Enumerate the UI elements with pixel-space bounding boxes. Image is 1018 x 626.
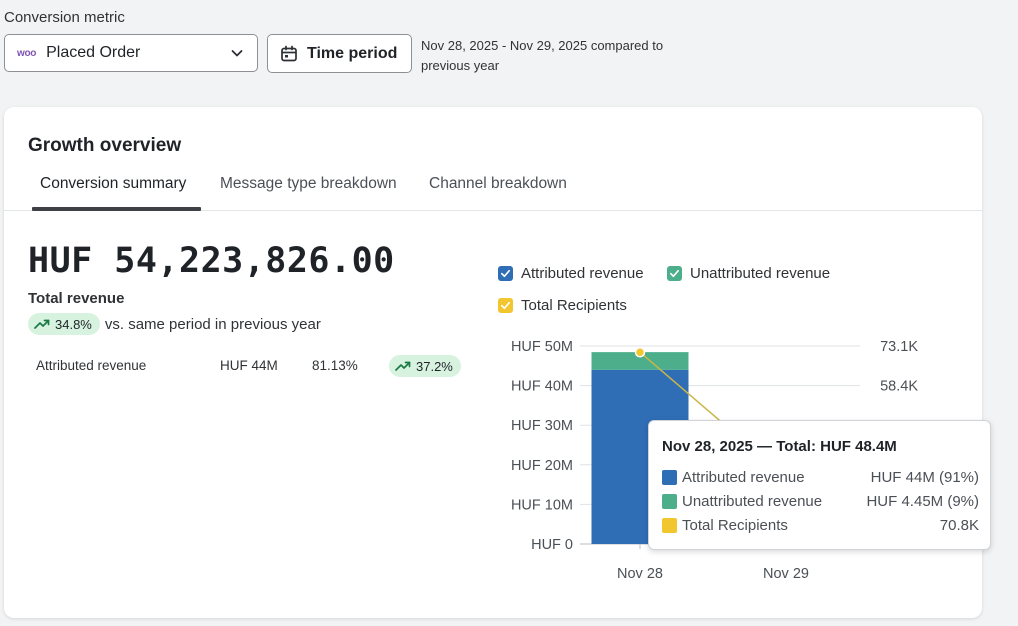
legend-attributed-revenue[interactable]: Attributed revenue	[498, 265, 644, 282]
conversion-metric-label: Conversion metric	[4, 9, 125, 26]
point-total-recipients	[634, 346, 646, 358]
woo-logo: woo	[17, 47, 37, 59]
chart-tooltip: Nov 28, 2025 — Total: HUF 48.4M Attribut…	[648, 420, 991, 550]
check-icon[interactable]	[498, 298, 513, 313]
attributed-revenue-share: 81.13%	[312, 358, 358, 373]
tab-channel-breakdown[interactable]: Channel breakdown	[429, 175, 567, 192]
tab-message-type-breakdown[interactable]: Message type breakdown	[220, 175, 397, 192]
y-tick-label: HUF 50M	[511, 339, 573, 355]
tooltip-row: Total Recipients 70.8K	[662, 517, 979, 534]
attributed-revenue-value: HUF 44M	[220, 358, 278, 373]
tooltip-value: HUF 44M (91%)	[870, 469, 979, 486]
legend-label: Total Recipients	[521, 297, 627, 314]
legend-label: Attributed revenue	[521, 265, 644, 282]
attributed-revenue-label: Attributed revenue	[36, 358, 147, 373]
growth-row: 34.8% vs. same period in previous year	[28, 313, 321, 335]
total-revenue-label: Total revenue	[28, 290, 125, 307]
chevron-down-icon	[231, 50, 243, 57]
tooltip-swatch	[662, 470, 677, 485]
y-tick-label: HUF 10M	[511, 497, 573, 513]
x-tick-label: Nov 29	[763, 566, 809, 582]
tooltip-label: Unattributed revenue	[682, 493, 823, 510]
tab-bar: Conversion summary Message type breakdow…	[4, 169, 982, 211]
time-period-button[interactable]: Time period	[267, 34, 412, 73]
bar-unattributed-revenue	[591, 352, 689, 370]
legend-unattributed-revenue[interactable]: Unattributed revenue	[667, 265, 830, 282]
legend-label: Unattributed revenue	[690, 265, 831, 282]
tooltip-swatch	[662, 494, 677, 509]
conversion-metric-select[interactable]: woo Placed Order	[4, 34, 258, 72]
trending-up-icon	[395, 361, 411, 371]
legend-total-recipients[interactable]: Total Recipients	[498, 297, 627, 314]
tooltip-value: HUF 4.45M (9%)	[866, 493, 979, 510]
tooltip-row: Attributed revenue HUF 44M (91%)	[662, 469, 979, 486]
tooltip-label: Total Recipients	[682, 517, 788, 534]
growth-badge: 34.8%	[28, 313, 100, 335]
growth-comparison-text: vs. same period in previous year	[104, 315, 321, 333]
y-right-tick-label: 58.4K	[880, 379, 918, 395]
y-tick-label: HUF 20M	[511, 458, 573, 474]
period-line-2: previous year	[421, 58, 500, 73]
tooltip-value: 70.8K	[939, 517, 979, 534]
growth-value: 34.8%	[55, 316, 92, 332]
tab-conversion-summary[interactable]: Conversion summary	[40, 175, 187, 192]
y-tick-label: HUF 0	[531, 537, 573, 553]
y-tick-label: HUF 40M	[511, 379, 573, 395]
period-description: Nov 28, 2025 - Nov 29, 2025 compared to …	[421, 36, 721, 76]
attributed-growth-value: 37.2%	[416, 358, 453, 374]
metric-value: Placed Order	[46, 44, 141, 61]
y-tick-label: HUF 30M	[511, 418, 573, 434]
attributed-growth-badge: 37.2%	[389, 355, 461, 377]
x-tick-label: Nov 28	[617, 566, 663, 582]
tooltip-row: Unattributed revenue HUF 4.45M (9%)	[662, 493, 979, 510]
total-revenue-value: HUF 54,223,826.00	[28, 241, 395, 281]
trending-up-icon	[34, 319, 50, 329]
tooltip-swatch	[662, 518, 677, 533]
active-tab-indicator	[32, 207, 201, 211]
tooltip-label: Attributed revenue	[682, 469, 805, 486]
tooltip-title: Nov 28, 2025 — Total: HUF 48.4M	[662, 438, 897, 455]
check-icon[interactable]	[498, 266, 513, 281]
y-right-tick-label: 73.1K	[880, 339, 918, 355]
time-period-label: Time period	[307, 44, 398, 62]
card-title: Growth overview	[28, 135, 182, 156]
check-icon[interactable]	[667, 266, 682, 281]
period-line-1: Nov 28, 2025 - Nov 29, 2025 compared to	[421, 38, 664, 53]
calendar-icon	[281, 45, 297, 61]
